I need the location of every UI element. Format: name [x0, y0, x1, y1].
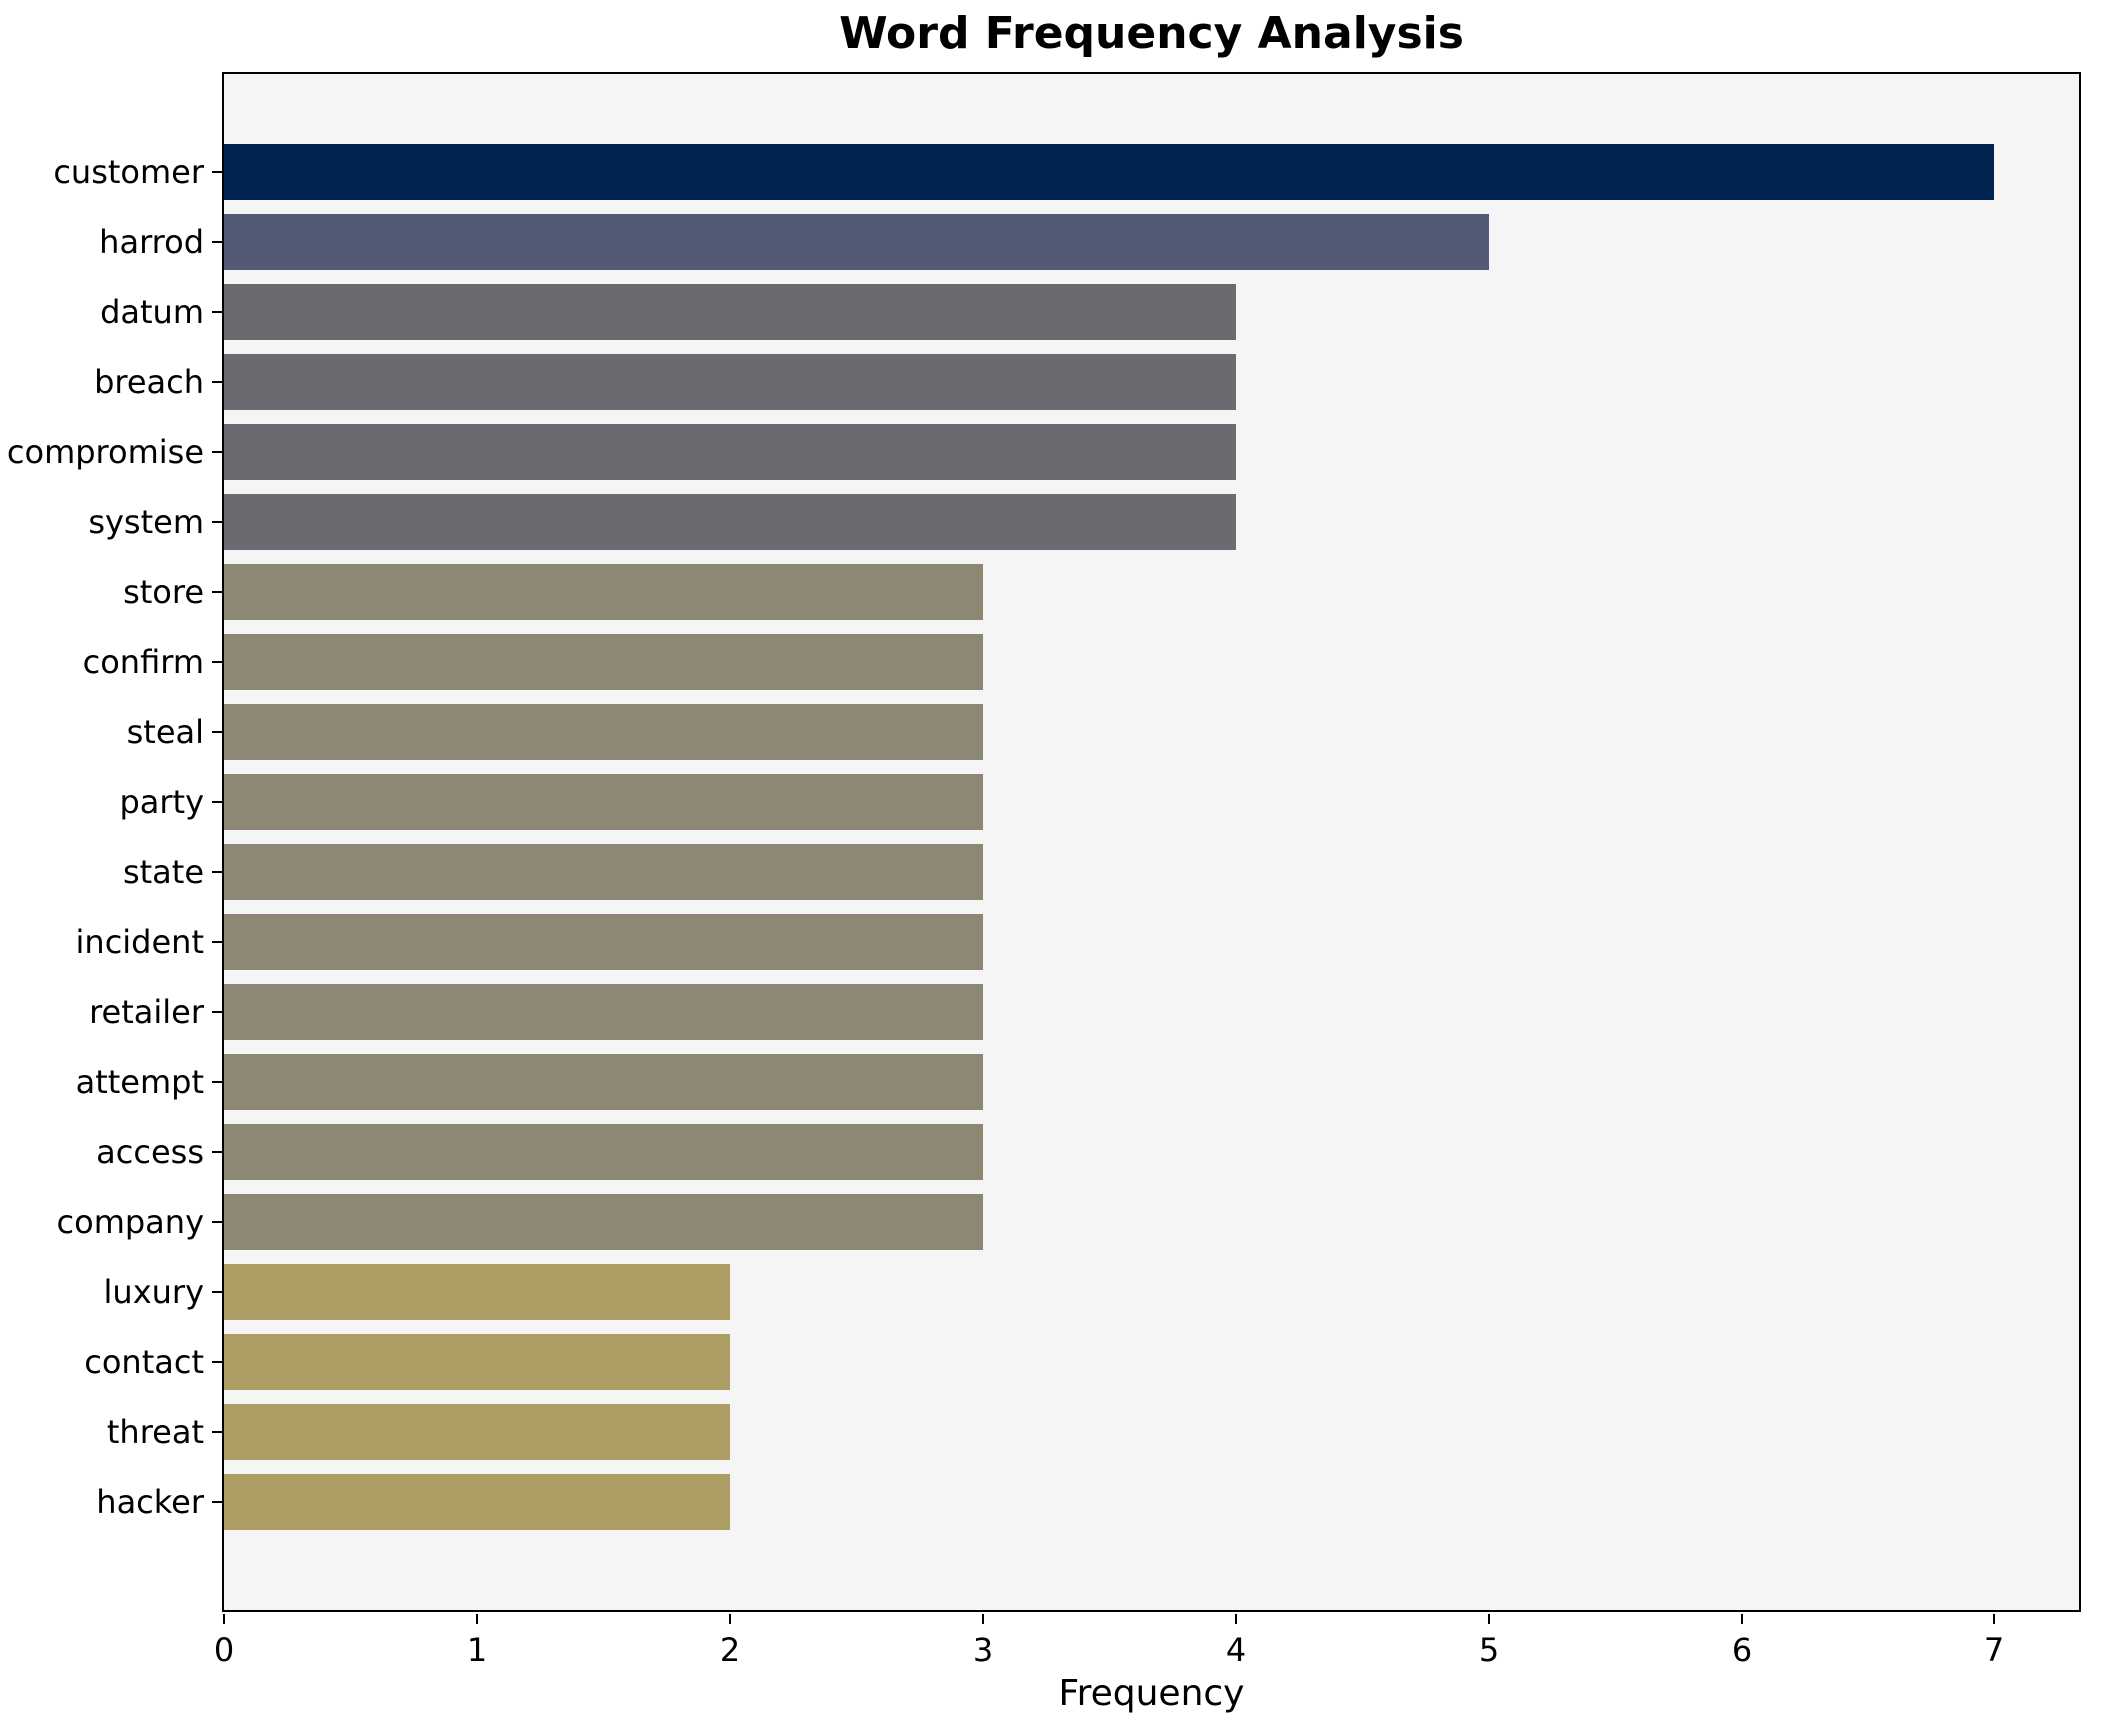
x-tick: [1235, 1614, 1237, 1624]
y-tick: [212, 1081, 222, 1083]
x-tick: [1993, 1614, 1995, 1624]
chart-title: Word Frequency Analysis: [839, 8, 1464, 59]
y-tick-label-company: company: [56, 1203, 204, 1241]
y-tick: [212, 1291, 222, 1293]
x-tick: [1741, 1614, 1743, 1624]
bar-attempt: [224, 1054, 983, 1110]
y-tick: [212, 1431, 222, 1433]
bar-luxury: [224, 1264, 730, 1320]
x-tick-label-2: 2: [719, 1631, 741, 1669]
x-tick: [476, 1614, 478, 1624]
y-tick-label-access: access: [96, 1133, 204, 1171]
bar-incident: [224, 914, 983, 970]
plot-area: [222, 72, 2081, 1612]
bar-datum: [224, 284, 1236, 340]
y-tick: [212, 1151, 222, 1153]
y-tick-label-store: store: [123, 573, 204, 611]
y-tick: [212, 1011, 222, 1013]
y-tick-label-customer: customer: [53, 153, 204, 191]
y-tick: [212, 1361, 222, 1363]
y-tick-label-compromise: compromise: [6, 433, 204, 471]
bar-steal: [224, 704, 983, 760]
y-tick-label-threat: threat: [106, 1413, 204, 1451]
bar-system: [224, 494, 1236, 550]
x-tick-label-3: 3: [972, 1631, 994, 1669]
x-tick-label-7: 7: [1983, 1631, 2005, 1669]
y-tick: [212, 241, 222, 243]
bar-hacker: [224, 1474, 730, 1530]
y-tick-label-party: party: [119, 783, 204, 821]
x-tick: [1488, 1614, 1490, 1624]
bar-confirm: [224, 634, 983, 690]
bar-customer: [224, 144, 1994, 200]
x-tick-label-0: 0: [213, 1631, 235, 1669]
y-tick-label-retailer: retailer: [89, 993, 204, 1031]
bar-harrod: [224, 214, 1489, 270]
y-tick: [212, 381, 222, 383]
bar-state: [224, 844, 983, 900]
y-tick: [212, 591, 222, 593]
y-tick: [212, 731, 222, 733]
x-tick: [982, 1614, 984, 1624]
bar-access: [224, 1124, 983, 1180]
x-tick: [729, 1614, 731, 1624]
bar-retailer: [224, 984, 983, 1040]
bar-contact: [224, 1334, 730, 1390]
y-tick-label-datum: datum: [100, 293, 204, 331]
y-tick-label-harrod: harrod: [99, 223, 204, 261]
y-tick-label-system: system: [88, 503, 204, 541]
bar-party: [224, 774, 983, 830]
bar-company: [224, 1194, 983, 1250]
y-tick-label-attempt: attempt: [75, 1063, 204, 1101]
y-tick: [212, 451, 222, 453]
x-tick-label-1: 1: [466, 1631, 488, 1669]
y-tick-label-state: state: [122, 853, 204, 891]
x-axis-label: Frequency: [1058, 1673, 1245, 1714]
x-tick: [223, 1614, 225, 1624]
y-tick-label-steal: steal: [126, 713, 204, 751]
y-tick: [212, 801, 222, 803]
y-tick: [212, 521, 222, 523]
bar-compromise: [224, 424, 1236, 480]
y-tick: [212, 1501, 222, 1503]
x-tick-label-5: 5: [1478, 1631, 1500, 1669]
y-tick-label-hacker: hacker: [96, 1483, 204, 1521]
y-tick: [212, 171, 222, 173]
bar-breach: [224, 354, 1236, 410]
y-tick: [212, 311, 222, 313]
y-tick: [212, 941, 222, 943]
y-tick-label-incident: incident: [75, 923, 204, 961]
y-tick-label-luxury: luxury: [103, 1273, 204, 1311]
y-tick-label-contact: contact: [84, 1343, 204, 1381]
x-tick-label-4: 4: [1225, 1631, 1247, 1669]
y-tick-label-confirm: confirm: [82, 643, 204, 681]
y-tick: [212, 1221, 222, 1223]
y-tick: [212, 871, 222, 873]
bar-threat: [224, 1404, 730, 1460]
bar-store: [224, 564, 983, 620]
x-tick-label-6: 6: [1731, 1631, 1753, 1669]
y-tick: [212, 661, 222, 663]
y-tick-label-breach: breach: [94, 363, 204, 401]
